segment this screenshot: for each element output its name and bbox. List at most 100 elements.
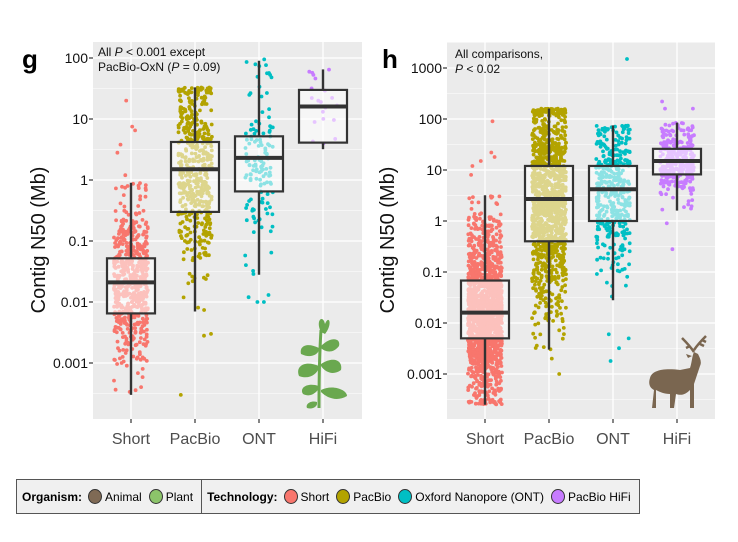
y-tick-label: 1 [80, 172, 88, 188]
data-point [140, 218, 145, 222]
box-short [459, 195, 511, 405]
data-point [533, 335, 537, 340]
data-point [197, 235, 202, 240]
data-point [199, 95, 204, 100]
data-point [466, 223, 471, 228]
data-point [195, 216, 200, 220]
data-point [627, 136, 632, 141]
data-point [181, 128, 186, 133]
data-point [189, 132, 194, 137]
data-point [473, 391, 477, 395]
data-point [124, 240, 129, 245]
data-point [625, 227, 629, 232]
data-point [496, 361, 501, 366]
data-point [184, 125, 189, 129]
data-point [488, 400, 493, 405]
data-point [133, 326, 138, 330]
data-point [267, 71, 271, 75]
outlier-point [255, 300, 260, 304]
data-point [470, 233, 474, 238]
legend-item-plant: Plant [148, 489, 193, 504]
data-point [543, 248, 548, 253]
data-point [178, 105, 183, 110]
data-point [114, 218, 118, 223]
data-point [493, 376, 498, 381]
x-tick-label: PacBio [170, 431, 221, 448]
outlier-point [130, 124, 135, 129]
data-point [189, 109, 194, 114]
data-point [668, 132, 672, 137]
outlier-point [626, 336, 631, 341]
data-point [531, 331, 536, 336]
data-point [562, 270, 566, 275]
data-point [678, 139, 683, 144]
data-point [268, 229, 273, 234]
data-point [144, 234, 149, 239]
data-point [556, 121, 560, 126]
data-point [114, 330, 119, 335]
data-point [538, 301, 542, 305]
data-point [671, 195, 675, 200]
short-swatch-icon [283, 489, 298, 504]
data-point [670, 128, 674, 133]
data-point [688, 135, 693, 139]
data-point [530, 316, 534, 320]
data-point [486, 250, 491, 254]
data-point [497, 240, 502, 244]
data-point [480, 377, 485, 382]
data-point [120, 331, 125, 335]
data-point [141, 320, 146, 325]
data-point [620, 253, 625, 258]
data-point [494, 232, 499, 237]
y-axis-title-h: Contig N50 (Mb) [377, 167, 399, 314]
data-point [533, 279, 538, 284]
data-point [178, 121, 182, 126]
data-point [115, 362, 119, 366]
data-point [479, 260, 484, 264]
data-point [202, 238, 207, 243]
data-point [469, 226, 474, 231]
data-point [563, 283, 567, 288]
data-point [617, 269, 622, 274]
data-point [476, 241, 481, 246]
data-point [561, 108, 566, 112]
data-point [120, 184, 124, 189]
data-point [595, 257, 599, 262]
annotation-h-line1: All comparisons, [455, 47, 543, 61]
data-point [123, 351, 128, 355]
x-tick-label: ONT [596, 431, 630, 448]
data-point [542, 282, 547, 287]
data-point [471, 195, 475, 200]
data-point [551, 254, 555, 259]
data-point [557, 293, 562, 297]
box-pacbio [523, 108, 575, 350]
data-point [499, 269, 503, 274]
data-point [473, 354, 478, 359]
data-point [178, 98, 182, 103]
data-point [562, 111, 566, 116]
data-point [544, 304, 548, 309]
data-point [121, 193, 126, 198]
data-point [497, 358, 502, 363]
data-point [536, 271, 541, 275]
data-point [533, 346, 538, 350]
y-tick-label: 100 [65, 50, 89, 66]
data-point [118, 356, 122, 361]
outlier-point [266, 293, 271, 297]
data-point [185, 247, 190, 251]
outlier-point [133, 128, 138, 133]
data-point [684, 178, 689, 183]
data-point [137, 211, 142, 215]
data-point [615, 153, 619, 158]
data-point [188, 230, 193, 235]
data-point [540, 119, 545, 123]
data-point [469, 373, 474, 378]
data-point [202, 228, 206, 233]
data-point [207, 90, 211, 95]
data-point [595, 272, 599, 276]
data-point [543, 144, 548, 149]
data-point [475, 379, 479, 384]
